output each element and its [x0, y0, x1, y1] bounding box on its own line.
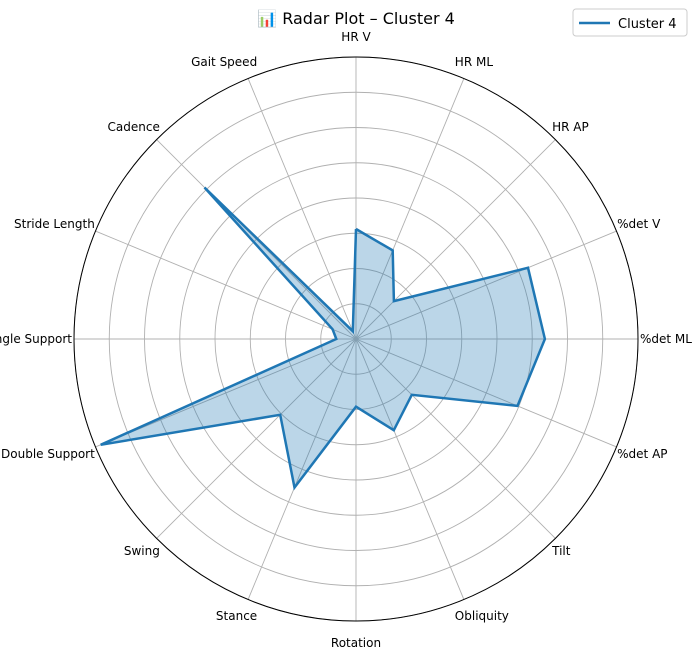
category-label: Obliquity [455, 609, 509, 623]
category-label: Stride Length [14, 217, 95, 231]
category-label: Stance [216, 609, 257, 623]
grid-spoke [355, 338, 617, 448]
grid-spoke [355, 78, 465, 340]
category-label: %det ML [640, 332, 692, 346]
category-label: Single Support [0, 332, 72, 346]
polar-frame [73, 56, 639, 622]
grid-spoke [247, 78, 357, 340]
category-labels: HR V HR ML HR AP %det V %det ML %det AP Tilt Ob… [0, 30, 692, 650]
grid-spoke [95, 230, 357, 340]
category-label: HR V [341, 30, 371, 44]
chart-title: 📊 Radar Plot – Cluster 4 [257, 9, 455, 28]
legend-box [572, 8, 688, 37]
category-label: Double Support [1, 447, 95, 461]
series-layer [100, 186, 547, 491]
category-label: Tilt [551, 544, 571, 558]
grid-spoke [355, 338, 465, 600]
category-label: Cadence [108, 120, 160, 134]
grid-spoke [156, 338, 357, 539]
legend: Cluster 4 [572, 8, 688, 37]
series-fill [100, 187, 545, 488]
grid-spoke [355, 139, 556, 340]
category-label: %det AP [617, 447, 667, 461]
polar-grid [73, 56, 639, 622]
grid-spoke [247, 338, 357, 600]
category-label: Rotation [331, 636, 381, 650]
category-label: %det V [617, 217, 661, 231]
category-label: HR ML [455, 55, 494, 69]
category-label: HR AP [552, 120, 589, 134]
grid-spoke [355, 230, 617, 340]
category-label: Swing [124, 544, 160, 558]
grid-spoke [355, 338, 556, 539]
legend-label: Cluster 4 [618, 17, 677, 32]
series-line [100, 186, 547, 491]
category-label: Gait Speed [191, 55, 257, 69]
